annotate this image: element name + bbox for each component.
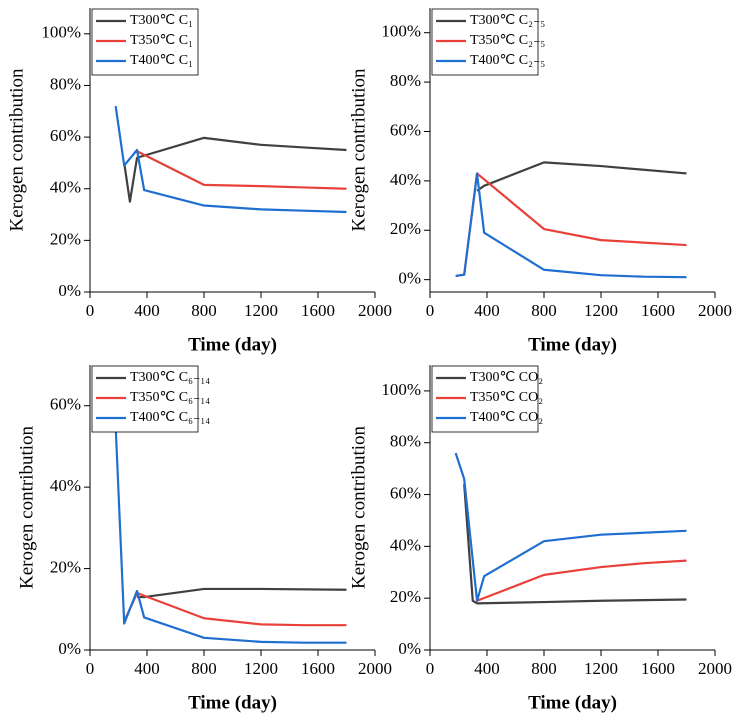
y-tick-label: 100% [381, 22, 421, 41]
y-tick-label: 0% [398, 269, 421, 288]
x-tick-label: 1200 [584, 659, 618, 678]
y-axis-title: Kerogen contribution [6, 68, 27, 232]
x-axis-title: Time (day) [188, 692, 277, 713]
y-tick-label: 100% [381, 380, 421, 399]
x-tick-label: 400 [134, 659, 160, 678]
x-tick-label: 2000 [698, 301, 732, 320]
legend-label: T350℃ C₁ [130, 33, 193, 48]
x-tick-label: 1600 [301, 301, 335, 320]
y-tick-label: 0% [58, 639, 81, 658]
legend-label: T300℃ C₁ [130, 13, 193, 28]
y-tick-label: 60% [50, 126, 81, 145]
series-line [123, 136, 347, 203]
x-tick-label: 1200 [244, 301, 278, 320]
x-tick-label: 800 [191, 301, 217, 320]
legend-label: T400℃ C₂₋₅ [470, 53, 545, 68]
series-line [463, 484, 687, 605]
y-axis-title: Kerogen contribution [16, 425, 37, 589]
x-tick-label: 800 [531, 301, 557, 320]
series-line [476, 559, 687, 602]
x-tick-label: 0 [426, 659, 435, 678]
legend-label: T350℃ C₆₋₁₄ [130, 390, 210, 405]
y-tick-label: 60% [50, 395, 81, 414]
y-tick-label: 80% [50, 74, 81, 93]
x-tick-label: 400 [474, 301, 500, 320]
y-tick-label: 0% [58, 281, 81, 300]
series-line [137, 587, 347, 599]
legend-label: T400℃ CO₂ [470, 410, 543, 425]
series-line [476, 161, 687, 192]
x-tick-label: 2000 [358, 301, 392, 320]
series-line [136, 150, 347, 190]
series-line [455, 172, 687, 278]
y-tick-label: 60% [390, 483, 421, 502]
x-tick-label: 800 [191, 659, 217, 678]
y-axis-title: Kerogen contribution [348, 425, 369, 589]
y-tick-label: 20% [390, 587, 421, 606]
x-tick-label: 800 [531, 659, 557, 678]
y-tick-label: 60% [390, 120, 421, 139]
y-tick-label: 80% [390, 432, 421, 451]
x-tick-label: 1600 [301, 659, 335, 678]
y-axis-title: Kerogen contribution [348, 68, 369, 232]
series-line [114, 426, 347, 644]
legend-label: T350℃ CO₂ [470, 390, 543, 405]
legend-label: T400℃ C₆₋₁₄ [130, 410, 210, 425]
x-tick-label: 0 [86, 659, 95, 678]
x-tick-label: 400 [474, 659, 500, 678]
legend-label: T300℃ C₂₋₅ [470, 13, 545, 28]
x-tick-label: 0 [86, 301, 95, 320]
x-tick-label: 1200 [244, 659, 278, 678]
legend-label: T350℃ C₂₋₅ [470, 33, 545, 48]
x-tick-label: 1200 [584, 301, 618, 320]
y-tick-label: 40% [50, 476, 81, 495]
y-tick-label: 40% [390, 535, 421, 554]
series-line [454, 452, 687, 602]
series-line [455, 172, 687, 279]
legend-label: T300℃ CO₂ [470, 370, 543, 385]
x-axis-title: Time (day) [528, 334, 617, 355]
x-axis-title: Time (day) [528, 692, 617, 713]
y-tick-label: 20% [50, 229, 81, 248]
y-tick-label: 0% [398, 639, 421, 658]
series-line [114, 105, 347, 214]
y-tick-label: 100% [41, 23, 81, 42]
x-tick-label: 400 [134, 301, 160, 320]
legend-label: T400℃ C₁ [130, 53, 193, 68]
legend-label: T300℃ C₆₋₁₄ [130, 370, 210, 385]
x-tick-label: 2000 [358, 659, 392, 678]
series-line [123, 591, 347, 627]
y-tick-label: 20% [390, 219, 421, 238]
y-tick-label: 40% [50, 178, 81, 197]
x-axis-title: Time (day) [188, 334, 277, 355]
x-tick-label: 1600 [641, 659, 675, 678]
x-tick-label: 1600 [641, 301, 675, 320]
x-tick-label: 0 [426, 301, 435, 320]
y-tick-label: 20% [50, 557, 81, 576]
x-tick-label: 2000 [698, 659, 732, 678]
y-tick-label: 80% [390, 71, 421, 90]
y-tick-label: 40% [390, 170, 421, 189]
